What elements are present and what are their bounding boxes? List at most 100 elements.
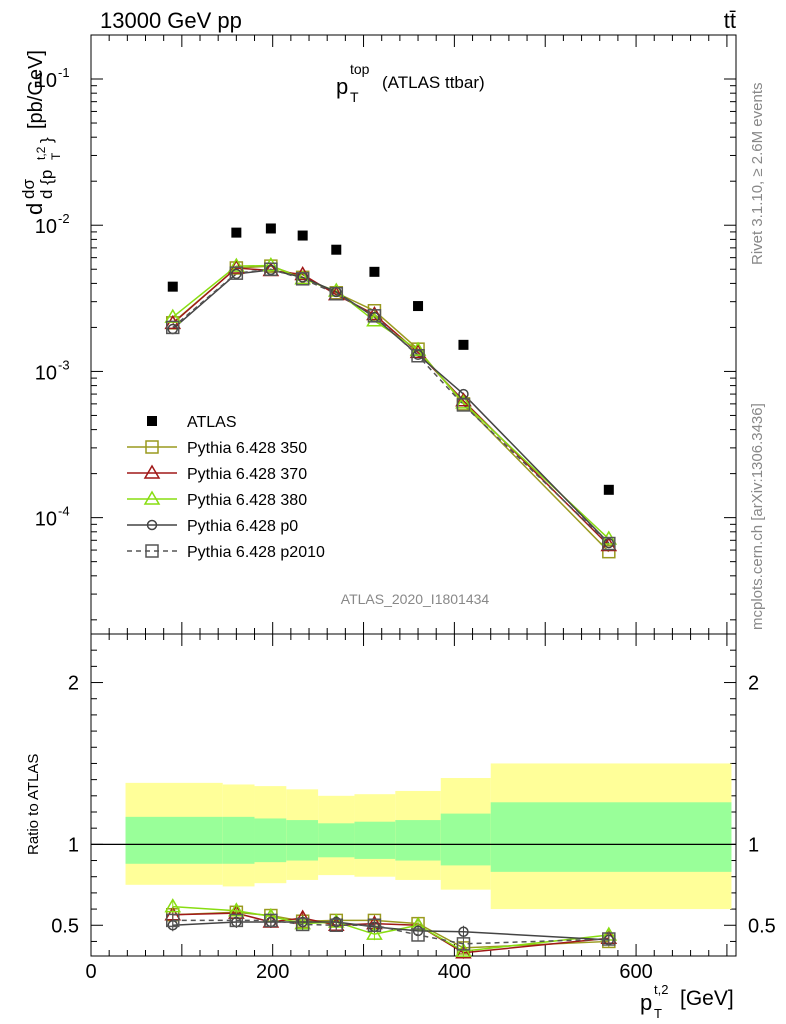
data-point-atlas bbox=[603, 484, 614, 495]
ratio-point bbox=[458, 926, 469, 937]
data-point-atlas bbox=[413, 301, 424, 312]
ratio-series-line bbox=[172, 912, 609, 954]
ratio-point bbox=[229, 913, 244, 928]
ratio-point bbox=[295, 917, 310, 932]
uncertainty-band-green bbox=[222, 816, 255, 864]
data-point-atlas bbox=[369, 266, 380, 277]
data-point-mc bbox=[229, 266, 244, 280]
legend-label: Pythia 6.428 370 bbox=[187, 466, 307, 483]
rivet-label: Rivet 3.1.10, ≥ 2.6M events bbox=[749, 83, 766, 266]
top-plot: 10-410-310-210-1 bbox=[35, 34, 737, 635]
uncertainty-band-green bbox=[440, 813, 491, 866]
svg-text:[GeV]: [GeV] bbox=[680, 987, 734, 1010]
series-line bbox=[172, 269, 610, 544]
y-tick-label-exp: -1 bbox=[58, 65, 70, 80]
ratio-y-tick-label: 1 bbox=[748, 834, 759, 856]
x-tick-label: 0 bbox=[85, 961, 96, 983]
ratio-frame bbox=[90, 633, 737, 957]
ratio-point bbox=[411, 928, 425, 942]
legend-label: Pythia 6.428 380 bbox=[187, 492, 307, 509]
data-point-mc bbox=[265, 264, 277, 276]
data-point-mc bbox=[602, 544, 616, 559]
uncertainty-band-green bbox=[490, 802, 732, 872]
y-tick-label: 10 bbox=[35, 509, 57, 531]
data-point-atlas bbox=[167, 281, 178, 292]
ratio-point bbox=[366, 925, 383, 940]
y-tick-label-exp: -4 bbox=[58, 504, 70, 519]
svg-text:(ATLAS ttbar): (ATLAS ttbar) bbox=[382, 73, 485, 92]
legend-label: Pythia 6.428 350 bbox=[187, 440, 307, 457]
data-point-mc bbox=[262, 257, 280, 272]
ratio-y-tick-label: 2 bbox=[68, 673, 79, 695]
ratio-y-tick-label: 2 bbox=[748, 673, 759, 695]
ratio-y-tick-label: 1 bbox=[68, 834, 79, 856]
top-ylabel: d dσ d {p t,2 T } [pb/GeV] bbox=[19, 50, 63, 215]
data-point-mc bbox=[295, 272, 310, 286]
legend-marker bbox=[145, 544, 159, 558]
process-label: tt̄ bbox=[724, 8, 736, 33]
y-tick-label-exp: -3 bbox=[58, 357, 70, 372]
data-point-mc bbox=[166, 320, 180, 335]
data-point-atlas bbox=[231, 227, 242, 238]
legend-label: ATLAS bbox=[187, 414, 237, 431]
ratio-point bbox=[456, 937, 471, 951]
uncertainty-band-green bbox=[125, 816, 223, 864]
data-point-mc bbox=[455, 392, 472, 407]
ratio-point bbox=[166, 913, 180, 928]
ratio-point bbox=[367, 918, 382, 933]
x-axis-label: p t,2 T [GeV] bbox=[640, 982, 734, 1021]
ratio-point bbox=[329, 918, 344, 933]
y-tick-label: 10 bbox=[35, 70, 57, 92]
data-point-mc bbox=[264, 262, 278, 276]
svg-text:top: top bbox=[350, 61, 370, 77]
data-point-mc bbox=[367, 309, 382, 323]
analysis-id: ATLAS_2020_I1801434 bbox=[341, 591, 490, 607]
svg-text:p: p bbox=[640, 990, 652, 1015]
legend-marker bbox=[146, 519, 158, 531]
legend-marker bbox=[145, 440, 159, 454]
legend-label: Pythia 6.428 p2010 bbox=[187, 544, 325, 561]
legend-marker bbox=[143, 464, 161, 479]
data-point-mc bbox=[329, 286, 344, 301]
data-point-mc bbox=[164, 308, 182, 323]
mcplots-label: mcplots.cern.ch [arXiv:1306.3436] bbox=[749, 403, 766, 630]
svg-text:T: T bbox=[654, 1006, 662, 1021]
data-point-mc bbox=[411, 349, 425, 363]
uncertainty-band-green bbox=[254, 818, 287, 863]
data-point-atlas bbox=[265, 223, 276, 234]
data-point-mc bbox=[455, 394, 472, 409]
x-tick-label: 200 bbox=[256, 961, 289, 983]
ratio-y-tick-label: 0.5 bbox=[51, 915, 79, 937]
legend-marker bbox=[147, 416, 157, 426]
x-tick-label: 600 bbox=[619, 961, 652, 983]
legend-marker bbox=[143, 490, 161, 505]
ratio-y-tick-label: 0.5 bbox=[748, 915, 776, 937]
uncertainty-band-green bbox=[318, 823, 355, 858]
svg-text:}: } bbox=[37, 137, 56, 143]
y-tick-label-exp: -2 bbox=[58, 211, 70, 226]
svg-text:dσ: dσ bbox=[19, 179, 38, 199]
ratio-point bbox=[164, 898, 182, 913]
data-point-mc bbox=[228, 257, 245, 272]
energy-label: 13000 GeV pp bbox=[100, 8, 242, 33]
data-point-mc bbox=[603, 537, 615, 549]
series-line bbox=[172, 268, 610, 545]
data-point-mc bbox=[456, 398, 471, 412]
data-point-atlas bbox=[297, 230, 308, 241]
svg-text:t,2: t,2 bbox=[654, 982, 668, 997]
uncertainty-band-green bbox=[354, 821, 396, 859]
svg-text:T: T bbox=[350, 89, 359, 105]
svg-text:d: d bbox=[22, 203, 47, 215]
data-point-atlas bbox=[331, 244, 342, 255]
svg-text:d {p: d {p bbox=[37, 170, 56, 199]
y-tick-label: 10 bbox=[35, 216, 57, 238]
ratio-point bbox=[455, 944, 472, 959]
y-tick-label: 10 bbox=[35, 362, 57, 384]
data-point-mc bbox=[602, 536, 616, 551]
legend-label: Pythia 6.428 p0 bbox=[187, 518, 298, 535]
data-point-atlas bbox=[458, 339, 469, 350]
ratio-plot: 0 200 400 600 0.5 0.5 1 1 2 2 bbox=[51, 633, 776, 983]
data-point-mc bbox=[294, 270, 311, 285]
uncertainty-band-green bbox=[286, 820, 319, 861]
